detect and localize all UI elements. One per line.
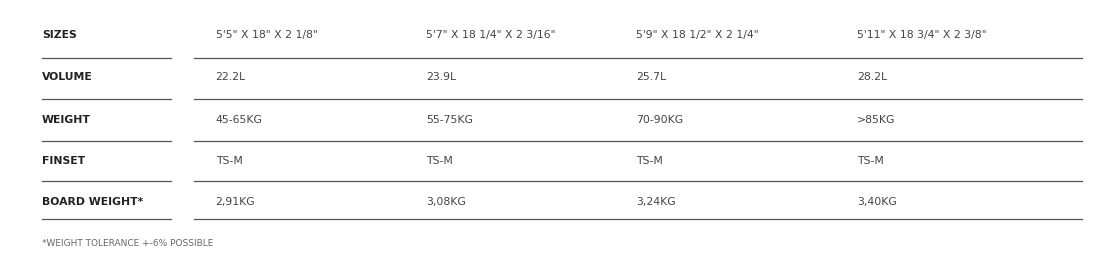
Text: TS-M: TS-M xyxy=(857,156,884,166)
Text: TS-M: TS-M xyxy=(636,156,662,166)
Text: 3,08KG: 3,08KG xyxy=(426,197,466,207)
Text: 3,24KG: 3,24KG xyxy=(636,197,676,207)
Text: 3,40KG: 3,40KG xyxy=(857,197,897,207)
Text: 45-65KG: 45-65KG xyxy=(216,115,262,125)
Text: FINSET: FINSET xyxy=(42,156,85,166)
Text: 5'5" X 18" X 2 1/8": 5'5" X 18" X 2 1/8" xyxy=(216,30,317,40)
Text: 25.7L: 25.7L xyxy=(636,73,666,83)
Text: TS-M: TS-M xyxy=(216,156,242,166)
Text: 23.9L: 23.9L xyxy=(426,73,456,83)
Text: >85KG: >85KG xyxy=(857,115,896,125)
Text: 28.2L: 28.2L xyxy=(857,73,887,83)
Text: 5'11" X 18 3/4" X 2 3/8": 5'11" X 18 3/4" X 2 3/8" xyxy=(857,30,987,40)
Text: 55-75KG: 55-75KG xyxy=(426,115,472,125)
Text: VOLUME: VOLUME xyxy=(42,73,93,83)
Text: 2,91KG: 2,91KG xyxy=(216,197,255,207)
Text: 70-90KG: 70-90KG xyxy=(636,115,684,125)
Text: TS-M: TS-M xyxy=(426,156,452,166)
Text: 5'7" X 18 1/4" X 2 3/16": 5'7" X 18 1/4" X 2 3/16" xyxy=(426,30,555,40)
Text: 5'9" X 18 1/2" X 2 1/4": 5'9" X 18 1/2" X 2 1/4" xyxy=(636,30,759,40)
Text: WEIGHT: WEIGHT xyxy=(42,115,91,125)
Text: BOARD WEIGHT*: BOARD WEIGHT* xyxy=(42,197,144,207)
Text: *WEIGHT TOLERANCE +-6% POSSIBLE: *WEIGHT TOLERANCE +-6% POSSIBLE xyxy=(42,239,213,248)
Text: SIZES: SIZES xyxy=(42,30,76,40)
Text: 22.2L: 22.2L xyxy=(216,73,246,83)
